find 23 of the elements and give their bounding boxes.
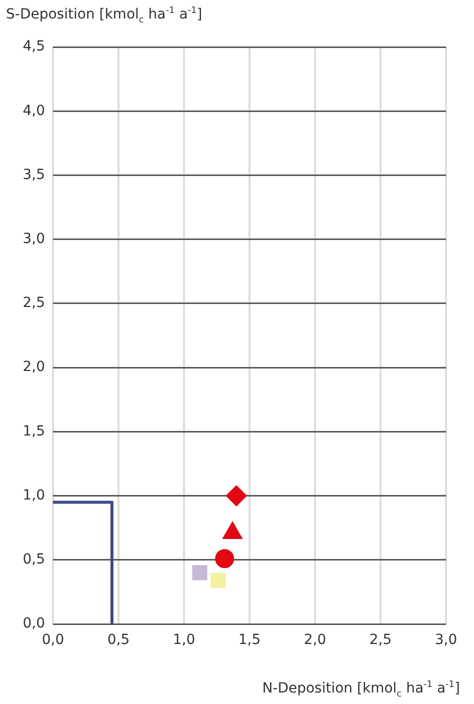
x-axis-title: N-Deposition [kmol$_{c}$ ha$^{-1}$ a$^{-1}$] xyxy=(262,680,460,700)
y-tick-label: 0,5 xyxy=(22,552,45,568)
y-tick-label: 1,0 xyxy=(22,487,45,504)
y-tick-label: 3,0 xyxy=(22,230,45,247)
x-tick-label: 1,0 xyxy=(172,632,196,648)
point xyxy=(215,549,234,568)
y-tick-label: 4,5 xyxy=(22,38,45,55)
x-tick-label: 1,5 xyxy=(238,632,261,648)
y-tick-label: 3,5 xyxy=(22,166,45,183)
y-tick-label: 4,0 xyxy=(22,102,45,119)
x-tick-label: 2,0 xyxy=(304,632,326,648)
point xyxy=(192,565,208,580)
x-tick-label: 0,0 xyxy=(42,632,64,648)
point xyxy=(226,485,247,506)
x-tick-label: 3,0 xyxy=(434,632,458,648)
y-tick-label: 0,0 xyxy=(22,616,45,632)
x-tick-label: 0,5 xyxy=(107,632,130,648)
y-tick-label: 1,5 xyxy=(22,423,45,440)
x-tick-label: 2,5 xyxy=(369,632,392,648)
point xyxy=(210,572,226,588)
y-tick-label: 2,0 xyxy=(22,359,45,376)
y-tick-label: 2,5 xyxy=(22,295,45,312)
y-axis-title: S-Deposition [kmol$_{c}$ ha$^{-1}$ a$^{-1}$] xyxy=(6,6,202,26)
